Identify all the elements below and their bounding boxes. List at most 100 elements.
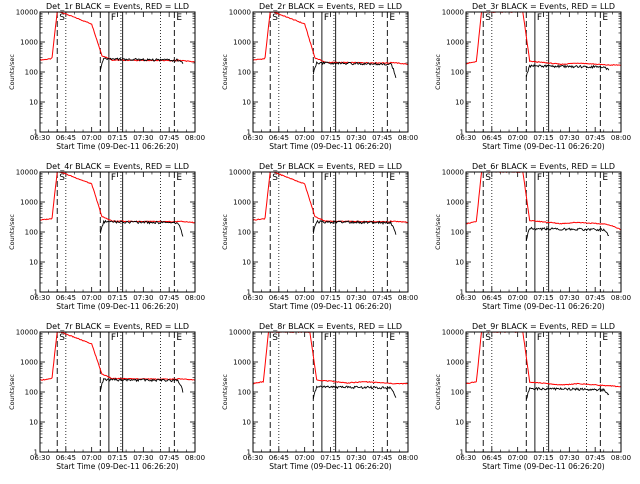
y-axis-label: Counts/sec — [221, 214, 229, 250]
x-tick-label: 06:45 — [56, 294, 76, 302]
y-tick-label: 100 — [451, 69, 464, 77]
chart-title: Det_2r BLACK = Events, RED = LLD — [259, 2, 402, 11]
x-axis-label: Start Time (09-Dec-11 06:26:20) — [482, 142, 604, 151]
plot-frame — [465, 171, 622, 293]
y-tick-label: 100 — [238, 389, 251, 397]
y-tick-label: 10 — [242, 259, 251, 267]
panel-9: Det_9r BLACK = Events, RED = LLD Counts/s… — [434, 322, 631, 471]
x-tick-label: 06:30 — [243, 294, 263, 302]
chart-title: Det_8r BLACK = Events, RED = LLD — [259, 322, 402, 331]
y-tick-label: 10 — [29, 99, 38, 107]
annotation-f: F — [537, 173, 542, 183]
events-series-line — [99, 57, 184, 71]
x-axis-label: Start Time (09-Dec-11 06:26:20) — [482, 302, 604, 311]
events-series-line — [525, 64, 610, 77]
panel-2: Det_2r BLACK = Events, RED = LLD Counts/s… — [221, 2, 418, 151]
x-tick-label: 08:00 — [611, 294, 631, 302]
annotation-s: S — [485, 13, 491, 23]
lld-series-line — [466, 172, 621, 231]
chart-title: Det_6r BLACK = Events, RED = LLD — [472, 162, 615, 171]
x-tick-label: 06:45 — [482, 454, 502, 462]
y-axis-label: Counts/sec — [8, 54, 16, 90]
x-tick-label: 07:00 — [508, 294, 528, 302]
annotation-e: E — [176, 13, 182, 23]
x-tick-label: 06:45 — [482, 294, 502, 302]
curves — [466, 172, 621, 241]
annotation-s: S — [272, 13, 278, 23]
y-tick-label: 1 — [460, 129, 464, 137]
x-tick-label: 07:30 — [559, 294, 579, 302]
x-tick-label: 06:30 — [243, 134, 263, 142]
annotation-f: F — [111, 173, 116, 183]
y-tick-label: 1 — [34, 449, 38, 457]
x-tick-label: 06:30 — [456, 454, 476, 462]
curves — [40, 172, 195, 237]
chart-title: Det_5r BLACK = Events, RED = LLD — [259, 162, 402, 171]
annotation-f: F — [324, 333, 329, 343]
y-tick-label: 1 — [247, 289, 251, 297]
x-tick-label: 07:45 — [585, 454, 605, 462]
annotation-s: S — [272, 173, 278, 183]
annotation-s: S — [59, 13, 65, 23]
panel-3: Det_3r BLACK = Events, RED = LLD Counts/s… — [434, 2, 631, 151]
lld-series-line — [40, 12, 195, 63]
x-tick-label: 07:30 — [346, 294, 366, 302]
x-tick-label: 07:00 — [295, 134, 315, 142]
y-tick-label: 1000 — [20, 199, 38, 207]
y-tick-label: 10 — [455, 99, 464, 107]
x-tick-label: 06:30 — [456, 294, 476, 302]
y-tick-label: 1 — [460, 289, 464, 297]
lld-series-line — [253, 172, 408, 224]
x-tick-label: 07:00 — [82, 294, 102, 302]
y-tick-label: 1000 — [233, 199, 251, 207]
y-tick-label: 10000 — [16, 169, 38, 177]
annotation-f: F — [111, 13, 116, 23]
x-tick-label: 08:00 — [185, 134, 205, 142]
curves — [40, 12, 195, 71]
y-axis-label: Counts/sec — [221, 374, 229, 410]
y-tick-label: 10 — [29, 259, 38, 267]
annotation-e: E — [389, 173, 395, 183]
annotation-f: F — [324, 13, 329, 23]
y-tick-label: 10 — [455, 259, 464, 267]
plot-frame — [252, 11, 409, 133]
events-series-line — [525, 386, 610, 400]
x-tick-label: 07:30 — [346, 134, 366, 142]
x-tick-label: 08:00 — [185, 294, 205, 302]
y-tick-label: 1000 — [20, 359, 38, 367]
x-tick-label: 07:45 — [585, 294, 605, 302]
y-tick-label: 1000 — [20, 39, 38, 47]
y-tick-label: 10000 — [442, 329, 464, 337]
y-tick-label: 1 — [247, 129, 251, 137]
x-tick-label: 07:00 — [82, 454, 102, 462]
y-axis-label: Counts/sec — [434, 214, 442, 250]
annotation-e: E — [602, 173, 608, 183]
panel-7: Det_7r BLACK = Events, RED = LLD Counts/s… — [8, 322, 205, 471]
x-tick-label: 06:45 — [56, 134, 76, 142]
y-tick-label: 1 — [34, 129, 38, 137]
x-tick-label: 07:00 — [295, 294, 315, 302]
annotation-f: F — [537, 13, 542, 23]
x-tick-label: 06:45 — [482, 134, 502, 142]
x-tick-label: 07:00 — [508, 134, 528, 142]
annotation-e: E — [389, 13, 395, 23]
curves — [253, 12, 408, 79]
x-tick-label: 07:15 — [320, 454, 340, 462]
y-tick-label: 10 — [29, 419, 38, 427]
panel-8: Det_8r BLACK = Events, RED = LLD Counts/s… — [221, 322, 418, 471]
x-tick-label: 06:45 — [56, 454, 76, 462]
x-tick-label: 07:45 — [159, 294, 179, 302]
x-tick-label: 07:15 — [320, 134, 340, 142]
x-tick-label: 06:45 — [269, 134, 289, 142]
plot-frame — [465, 11, 622, 133]
annotation-e: E — [176, 173, 182, 183]
plot-frame — [252, 171, 409, 293]
y-tick-label: 10000 — [442, 9, 464, 17]
x-tick-label: 06:30 — [456, 134, 476, 142]
x-tick-label: 07:45 — [585, 134, 605, 142]
annotation-s: S — [272, 333, 278, 343]
y-tick-label: 1000 — [233, 359, 251, 367]
y-tick-label: 1 — [460, 449, 464, 457]
events-series-line — [312, 219, 397, 235]
